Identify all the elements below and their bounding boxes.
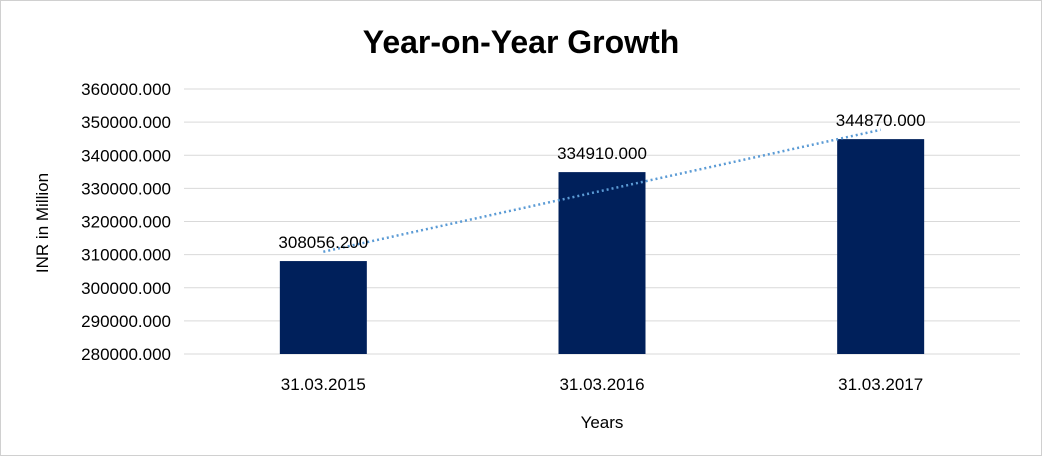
y-tick-label: 300000.000	[81, 279, 171, 298]
x-axis-label: Years	[581, 413, 624, 432]
y-tick-label: 350000.000	[81, 113, 171, 132]
y-tick-label: 330000.000	[81, 179, 171, 198]
y-tick-label: 340000.000	[81, 146, 171, 165]
data-label: 334910.000	[557, 144, 647, 163]
chart-title: Year-on-Year Growth	[363, 24, 680, 60]
x-tick-label: 31.03.2015	[281, 375, 366, 394]
y-tick-label: 290000.000	[81, 312, 171, 331]
y-tick-label: 280000.000	[81, 345, 171, 364]
x-tick-label: 31.03.2017	[838, 375, 923, 394]
y-tick-label: 310000.000	[81, 246, 171, 265]
x-tick-label: 31.03.2016	[559, 375, 644, 394]
y-tick-label: 360000.000	[81, 80, 171, 99]
trendline-layer	[323, 128, 881, 253]
y-axis-label: INR in Million	[33, 173, 52, 273]
bar-31.03.2016	[558, 172, 646, 354]
bar-31.03.2015	[279, 261, 367, 354]
x-axis-ticks: 31.03.2015 31.03.2016 31.03.2017	[281, 375, 923, 394]
y-tick-label: 320000.000	[81, 213, 171, 232]
bars	[279, 139, 925, 354]
trendline	[323, 128, 881, 253]
data-labels: 308056.200 334910.000 344870.000	[278, 111, 925, 252]
y-axis-ticks: 280000.000 290000.000 300000.000 310000.000…	[81, 80, 171, 364]
bar-31.03.2017	[837, 139, 925, 354]
data-label: 308056.200	[278, 233, 368, 252]
data-label: 344870.000	[836, 111, 926, 130]
